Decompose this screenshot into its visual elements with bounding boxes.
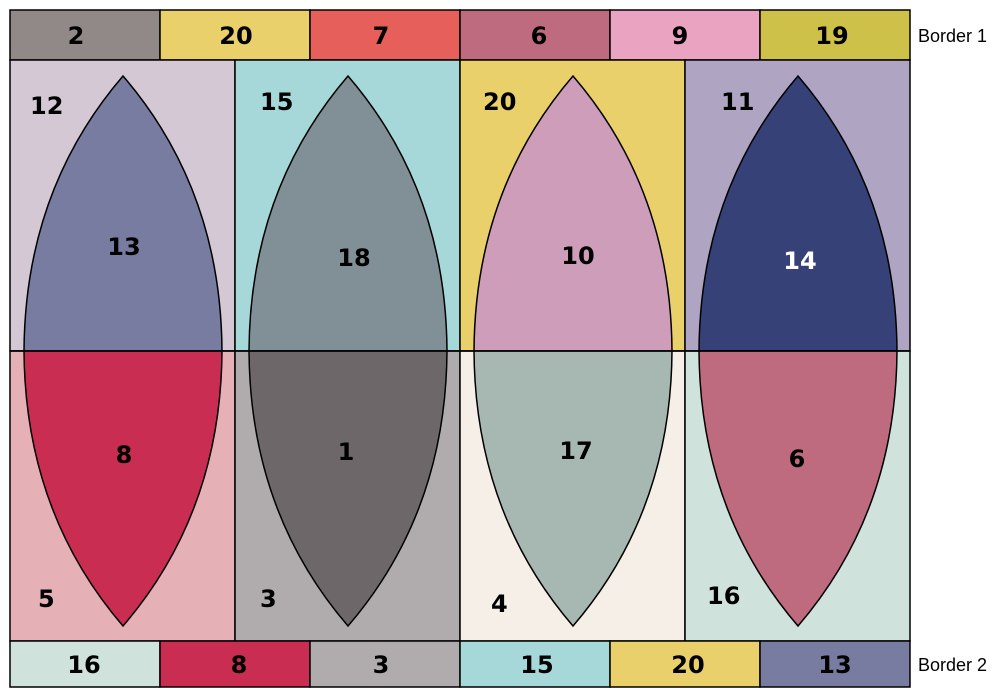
background-labels: 12 15 20 11 5 3 4 16 [30,88,754,618]
panel-4-top-bg-value: 11 [721,88,754,116]
border-bottom-cell-6 [759,640,911,688]
border-bottom-value-4: 15 [520,651,553,679]
petal-4-bottom-value: 6 [789,445,806,473]
border-top: 2 20 7 6 9 19 Border 1 [9,9,987,61]
border-bottom-value-6: 13 [818,651,851,679]
border-top-cell-4 [459,9,611,61]
petal-3-top-value: 10 [561,242,594,270]
panel-2-top-bg-value: 15 [260,88,293,116]
border-bottom-cell-1 [9,640,161,688]
border-bottom-label: Border 2 [918,655,987,675]
petal-3-bottom-value: 17 [559,437,592,465]
border-bottom-cell-5 [609,640,761,688]
petal-1-bottom [23,350,223,628]
border-top-cell-1 [9,9,161,61]
petals-top [23,74,898,352]
petal-4-bottom [698,350,898,628]
petal-2-top-value: 18 [337,244,370,272]
petal-3-bottom [473,350,673,628]
border-top-cell-2 [159,9,311,61]
border-bottom-value-3: 3 [373,651,390,679]
border-top-value-4: 6 [531,22,548,50]
border-bottom-value-1: 16 [67,651,100,679]
panel-1-top-bg-value: 12 [30,92,63,120]
petal-4-top-value: 14 [783,247,816,275]
petal-1-bottom-value: 8 [116,441,133,469]
border-top-value-6: 19 [815,22,848,50]
border-top-cell-3 [309,9,461,61]
border-top-value-5: 9 [672,22,689,50]
petal-2-bottom-value: 1 [338,438,355,466]
border-bottom-cell-2 [159,640,311,688]
petal-labels: 13 18 10 14 8 1 17 6 [107,233,816,473]
panel-3-top-bg-value: 20 [483,88,516,116]
border-bottom-value-2: 8 [231,651,248,679]
border-top-value-3: 7 [373,22,390,50]
border-bottom-value-5: 20 [671,651,704,679]
panel-4-bottom-bg-value: 16 [707,582,740,610]
border-bottom-cell-3 [309,640,461,688]
border-bottom: 16 8 3 15 20 13 Border 2 [9,640,987,688]
panel-3-bottom-bg-value: 4 [491,590,508,618]
panel-1-bottom-bg-value: 5 [38,585,55,613]
petals-bottom [23,350,898,628]
petal-2-bottom [248,350,448,628]
border-top-value-1: 2 [68,22,85,50]
border-top-value-2: 20 [219,22,252,50]
border-top-label: Border 1 [918,26,987,46]
border-bottom-cell-4 [459,640,611,688]
panel-2-bottom-bg-value: 3 [260,585,277,613]
petal-1-top-value: 13 [107,233,140,261]
